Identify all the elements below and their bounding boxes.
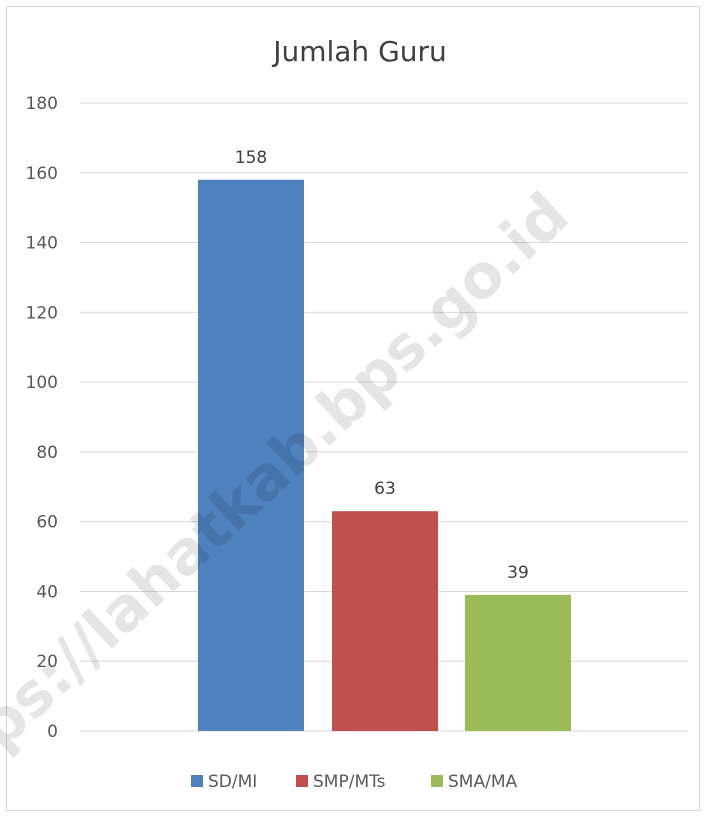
legend-label: SD/MI (208, 772, 257, 792)
y-tick-label: 60 (36, 513, 58, 533)
data-labels: 158 63 39 (235, 148, 529, 583)
legend-swatch (296, 775, 308, 787)
data-label: 158 (235, 148, 267, 168)
bars (198, 179, 571, 731)
data-label: 39 (507, 563, 529, 583)
y-tick-label: 40 (36, 582, 58, 602)
y-tick-label: 140 (26, 234, 58, 254)
gridlines (80, 102, 688, 732)
y-tick-label: 120 (26, 303, 58, 323)
y-tick-label: 80 (36, 443, 58, 463)
bar-smp-mts (332, 511, 438, 731)
legend: SD/MI SMP/MTs SMA/MA (191, 772, 517, 792)
y-tick-label: 180 (26, 94, 58, 114)
legend-label: SMP/MTs (313, 772, 386, 792)
y-tick-label: 100 (26, 373, 58, 393)
y-axis: 0 20 40 60 80 100 120 140 160 180 (26, 94, 58, 742)
chart-title: Jumlah Guru (271, 35, 447, 68)
y-tick-label: 160 (26, 164, 58, 184)
legend-swatch (431, 775, 443, 787)
legend-swatch (191, 775, 203, 787)
bar-sma-ma (465, 594, 571, 731)
y-tick-label: 0 (47, 722, 58, 742)
bar-sd-mi (198, 179, 304, 731)
legend-label: SMA/MA (448, 772, 517, 792)
y-tick-label: 20 (36, 652, 58, 672)
data-label: 63 (374, 479, 396, 499)
